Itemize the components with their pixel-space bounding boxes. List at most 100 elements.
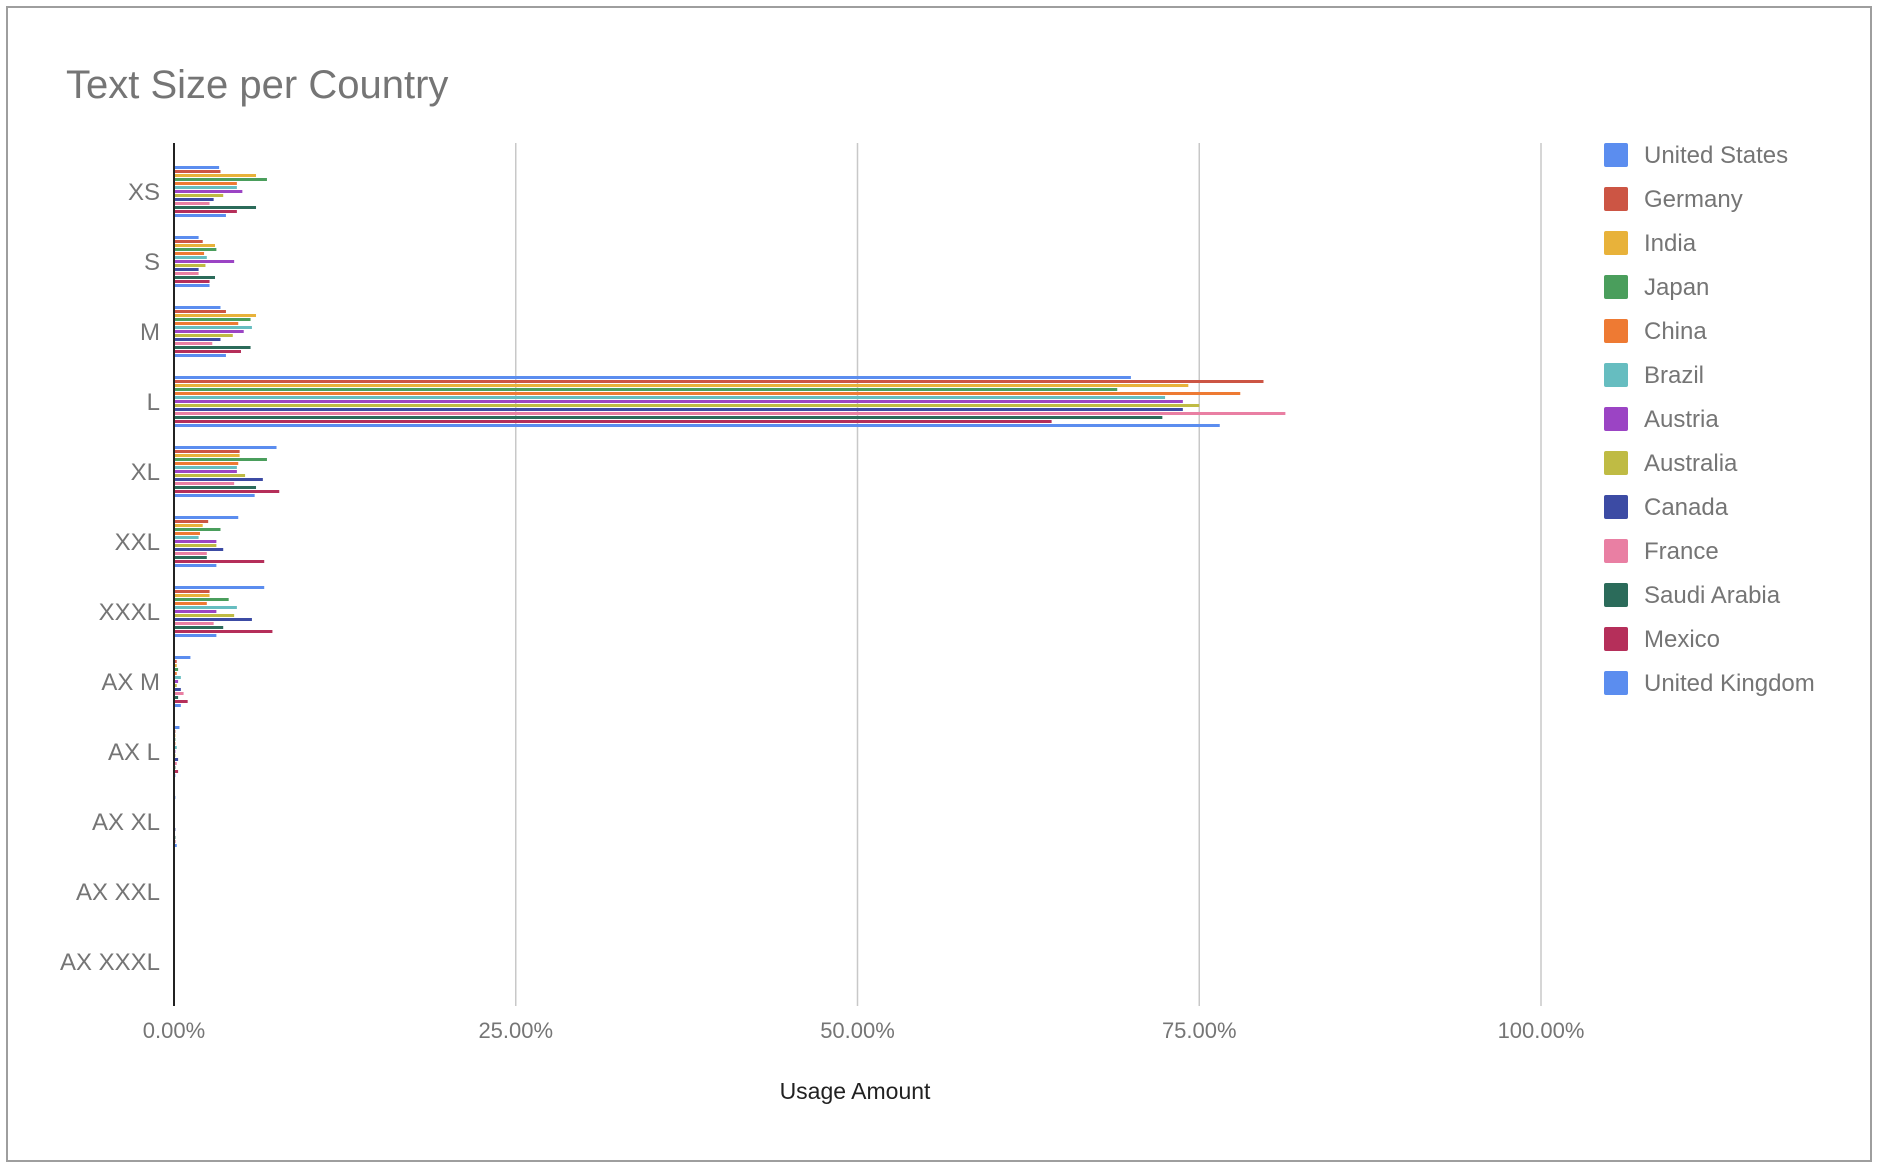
bar [174,190,243,193]
bar [174,310,226,313]
bar [174,454,240,457]
bar [174,260,235,263]
legend-label: France [1644,538,1719,565]
bar [174,466,237,469]
bar [174,396,1166,399]
bar [174,248,217,251]
legend-label: United States [1644,142,1788,169]
x-axis-title: Usage Amount [780,1078,931,1104]
legend-swatch [1604,539,1628,563]
bar [174,528,221,531]
bar [174,252,205,255]
x-tick-label: 75.00% [1162,1018,1237,1043]
bar [174,400,1183,403]
bar [174,726,180,729]
legend-swatch [1604,627,1628,651]
bar [174,626,224,629]
chart-frame [6,6,1872,1162]
bar [174,256,207,259]
category-label: XXXL [99,599,160,626]
category-label: S [144,249,160,276]
bar [174,322,239,325]
bar [174,614,235,617]
bar [174,416,1163,419]
bar [174,598,229,601]
bar [174,762,177,765]
bar [174,478,263,481]
bar [174,676,181,679]
bar [174,178,267,181]
bar [174,326,252,329]
bar [174,268,199,271]
bar [174,350,241,353]
bar [174,746,177,749]
category-label: XS [128,179,160,206]
bar [174,482,235,485]
bar [174,544,217,547]
bar [174,306,221,309]
bar [174,622,214,625]
bar [174,594,210,597]
chart-title: Text Size per Country [66,63,448,107]
bar [174,606,237,609]
category-labels: XS S M L XL XXL XXXL AX M AX L AX XL AX XXL AX XXXL [60,179,160,976]
bar [174,412,1286,415]
bar [174,672,177,675]
bar [174,244,216,247]
legend-swatch [1604,231,1628,255]
bar [174,462,239,465]
bar [174,486,257,489]
bar [174,696,179,699]
bar [174,210,237,213]
x-tick-label: 25.00% [478,1018,553,1043]
bar [174,618,252,621]
bar [174,552,207,555]
bar [174,634,217,637]
bar [174,408,1183,411]
legend: United States Germany India Japan China Brazi… [1604,142,1815,697]
legend-swatch [1604,275,1628,299]
bar [174,700,188,703]
bar [174,458,267,461]
x-tick-labels: 0.00% 25.00% 50.00% 75.00% 100.00% [143,1018,1585,1043]
legend-label: Mexico [1644,626,1720,653]
legend-label: China [1644,318,1707,345]
bar [174,490,280,493]
bar [174,564,217,567]
legend-label: United Kingdom [1644,670,1815,697]
bar [174,630,273,633]
bar [174,194,224,197]
bar [174,198,214,201]
bar [174,206,257,209]
legend-swatch [1604,363,1628,387]
bar [174,470,237,473]
bar [174,376,1131,379]
bar [174,844,177,847]
bar [174,314,257,317]
legend-swatch [1604,407,1628,431]
category-label: AX XXXL [60,949,160,976]
bar [174,272,199,275]
category-label: AX XXL [76,879,160,906]
bar [174,384,1189,387]
legend-swatch [1604,583,1628,607]
bar [174,758,179,761]
bar [174,346,251,349]
bar [174,660,177,663]
bar [174,182,237,185]
bar [174,404,1200,407]
bar [174,548,224,551]
bar [174,318,251,321]
legend-label: Brazil [1644,362,1704,389]
bar [174,214,226,217]
bar [174,264,206,267]
bar [174,536,199,539]
bar [174,770,179,773]
legend-label: Austria [1644,406,1719,433]
bar [174,704,181,707]
bar [174,236,199,239]
category-label: XXL [115,529,160,556]
bar [174,532,200,535]
bar [174,450,240,453]
